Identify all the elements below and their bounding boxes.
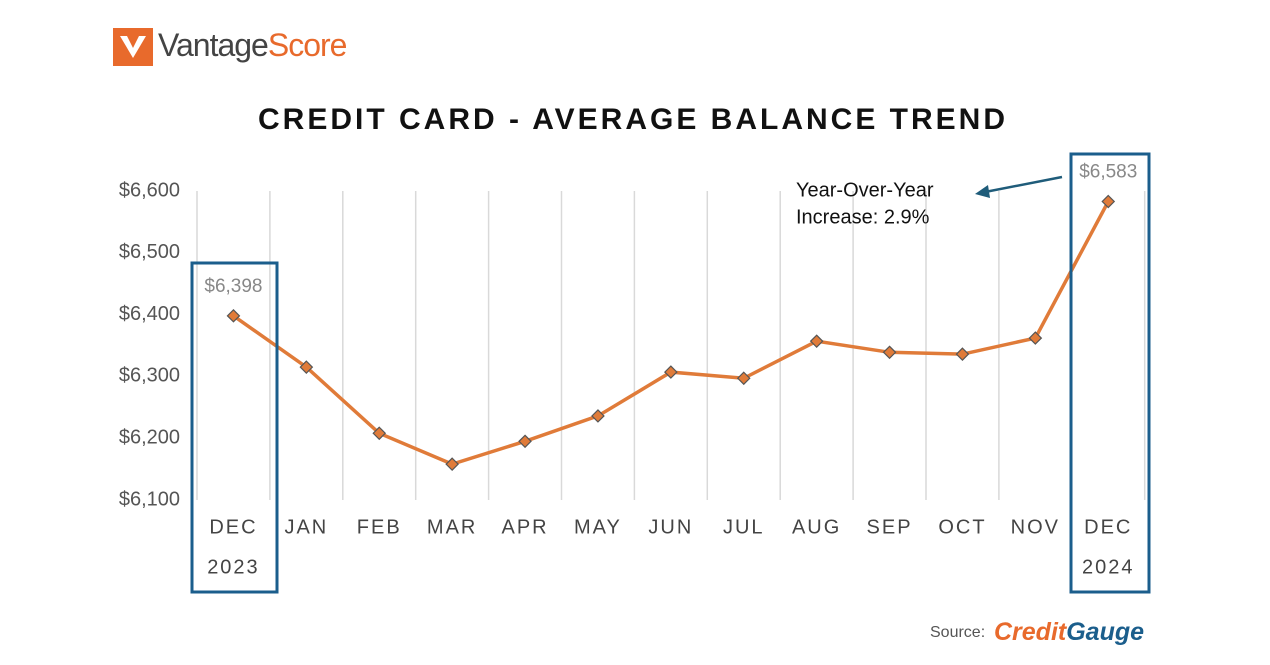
y-tick-label: $6,600 bbox=[119, 179, 180, 201]
marker bbox=[226, 308, 241, 323]
value-label: $6,583 bbox=[1079, 162, 1137, 183]
y-tick-label: $6,400 bbox=[119, 303, 180, 325]
source-part: Credit bbox=[994, 618, 1068, 646]
marker bbox=[664, 365, 678, 379]
marker bbox=[955, 347, 970, 362]
logo-text: VantageScore bbox=[158, 27, 347, 63]
value-label: $6,398 bbox=[204, 276, 262, 297]
marker bbox=[1101, 194, 1116, 209]
x-tick-label: JUN bbox=[648, 516, 693, 538]
highlight-box bbox=[1069, 152, 1151, 594]
line bbox=[232, 200, 1110, 467]
annotation: Year-Over-Year bbox=[796, 179, 934, 201]
marker bbox=[809, 334, 824, 349]
x-tick-label: JUL bbox=[723, 516, 765, 538]
marker bbox=[882, 345, 897, 360]
x-tick-label: FEB bbox=[357, 516, 402, 538]
x-tick-label: JAN bbox=[284, 516, 328, 538]
marker bbox=[372, 426, 387, 441]
logo-icon bbox=[113, 28, 153, 66]
marker bbox=[299, 360, 314, 374]
y-tick-label: $6,500 bbox=[119, 241, 180, 263]
logo: VantageScore bbox=[113, 27, 348, 66]
logo-icon-mark bbox=[120, 36, 146, 58]
source-name: CreditGauge bbox=[994, 618, 1144, 646]
source-part: Gauge bbox=[1066, 618, 1144, 646]
y-tick-label: $6,200 bbox=[119, 426, 180, 448]
annotation: Increase: 2.9% bbox=[796, 206, 930, 228]
x-tick-label: 2023 bbox=[207, 556, 260, 578]
x-tick-label: APR bbox=[501, 516, 548, 538]
marker bbox=[736, 371, 751, 386]
chart-title: CREDIT CARD - AVERAGE BALANCE TREND bbox=[258, 103, 1008, 136]
x-tick-label: AUG bbox=[792, 516, 841, 538]
annotation-arrowhead bbox=[975, 185, 990, 198]
plot: $6,100 $6,200 $6,300 $6,400 $6,500 $6,600 DEC 2… bbox=[119, 162, 1146, 578]
marker bbox=[445, 457, 459, 472]
source-label: Source: bbox=[930, 624, 985, 641]
x-tick-label: NOV bbox=[1011, 516, 1060, 538]
y-tick-label: $6,100 bbox=[119, 488, 180, 510]
annotation-arrow bbox=[984, 175, 1063, 194]
x-tick-label: MAY bbox=[574, 516, 622, 538]
marker bbox=[518, 434, 532, 449]
x-tick-label: SEP bbox=[867, 516, 913, 538]
highlight-box bbox=[190, 261, 279, 594]
x-tick-label: OCT bbox=[938, 516, 986, 538]
logo-part: Vantage bbox=[158, 27, 268, 63]
logo-part: Score bbox=[268, 27, 347, 63]
y-tick-label: $6,300 bbox=[119, 365, 180, 387]
marker bbox=[591, 409, 605, 423]
x-tick-label: DEC bbox=[1084, 516, 1132, 538]
x-tick-label: MAR bbox=[427, 516, 477, 538]
x-tick-label: DEC bbox=[209, 516, 257, 538]
x-tick-label: 2024 bbox=[1082, 556, 1135, 578]
marker bbox=[1028, 331, 1043, 345]
